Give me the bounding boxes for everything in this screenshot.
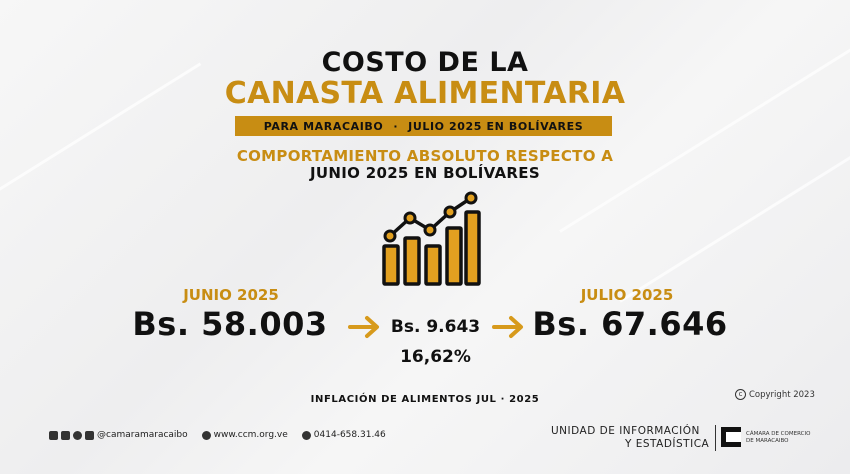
copyright-text: Copyright 2023 [749, 389, 815, 400]
chamber-logo-icon [721, 427, 741, 447]
copyright-icon: c [735, 389, 746, 400]
june-value: Bs. 58.003 [132, 305, 328, 343]
band-city: PARA MARACAIBO [263, 119, 384, 133]
july-value: Bs. 67.646 [532, 305, 728, 343]
band-separator: · [393, 119, 399, 133]
website-link[interactable]: www.ccm.org.ve [213, 430, 288, 440]
logo-line-2: DE MARACAIBO [746, 438, 789, 444]
title-line-1: COSTO DE LA [321, 47, 529, 78]
instagram-icon [49, 430, 58, 440]
chamber-logo-text: CÁMARA DE COMERCIO DE MARACAIBO [746, 431, 810, 445]
x-icon [85, 430, 94, 440]
band-period: JULIO 2025 EN BOLÍVARES [408, 119, 584, 133]
copyright-notice: c Copyright 2023 [735, 389, 815, 400]
arrow-right-icon [348, 316, 379, 338]
arrow-right-icon [492, 316, 523, 338]
logo-line-1: CÁMARA DE COMERCIO [746, 431, 811, 437]
july-label: JULIO 2025 [580, 286, 674, 304]
subtitle-band: PARA MARACAIBO · JULIO 2025 EN BOLÍVARES [235, 116, 612, 136]
title-line-2: CANASTA ALIMENTARIA [224, 76, 626, 111]
social-handle[interactable]: @camaramaracaibo [97, 430, 188, 440]
whatsapp-icon [301, 430, 311, 440]
growth-chart-icon [382, 191, 481, 286]
difference-percent: 16,62% [400, 347, 471, 367]
unit-line-1: UNIDAD DE INFORMACIÓN [551, 425, 700, 437]
facebook-icon [61, 430, 70, 440]
threads-icon [73, 430, 82, 440]
phone-number: 0414-658.31.46 [313, 430, 386, 440]
inflation-note: INFLACIÓN DE ALIMENTOS JUL · 2025 [310, 394, 540, 405]
unit-line-2: Y ESTADÍSTICA [625, 438, 710, 450]
comparison-heading: COMPORTAMIENTO ABSOLUTO RESPECTO A [236, 147, 614, 165]
comparison-subheading: JUNIO 2025 EN BOLÍVARES [310, 164, 540, 182]
footer-divider [715, 425, 716, 451]
june-label: JUNIO 2025 [183, 286, 279, 304]
globe-icon [201, 430, 211, 440]
difference-value: Bs. 9.643 [390, 317, 481, 337]
footer-contacts: @camaramaracaibo www.ccm.org.ve 0414-658… [49, 430, 386, 440]
unit-name: UNIDAD DE INFORMACIÓN Y ESTADÍSTICA [551, 425, 709, 451]
